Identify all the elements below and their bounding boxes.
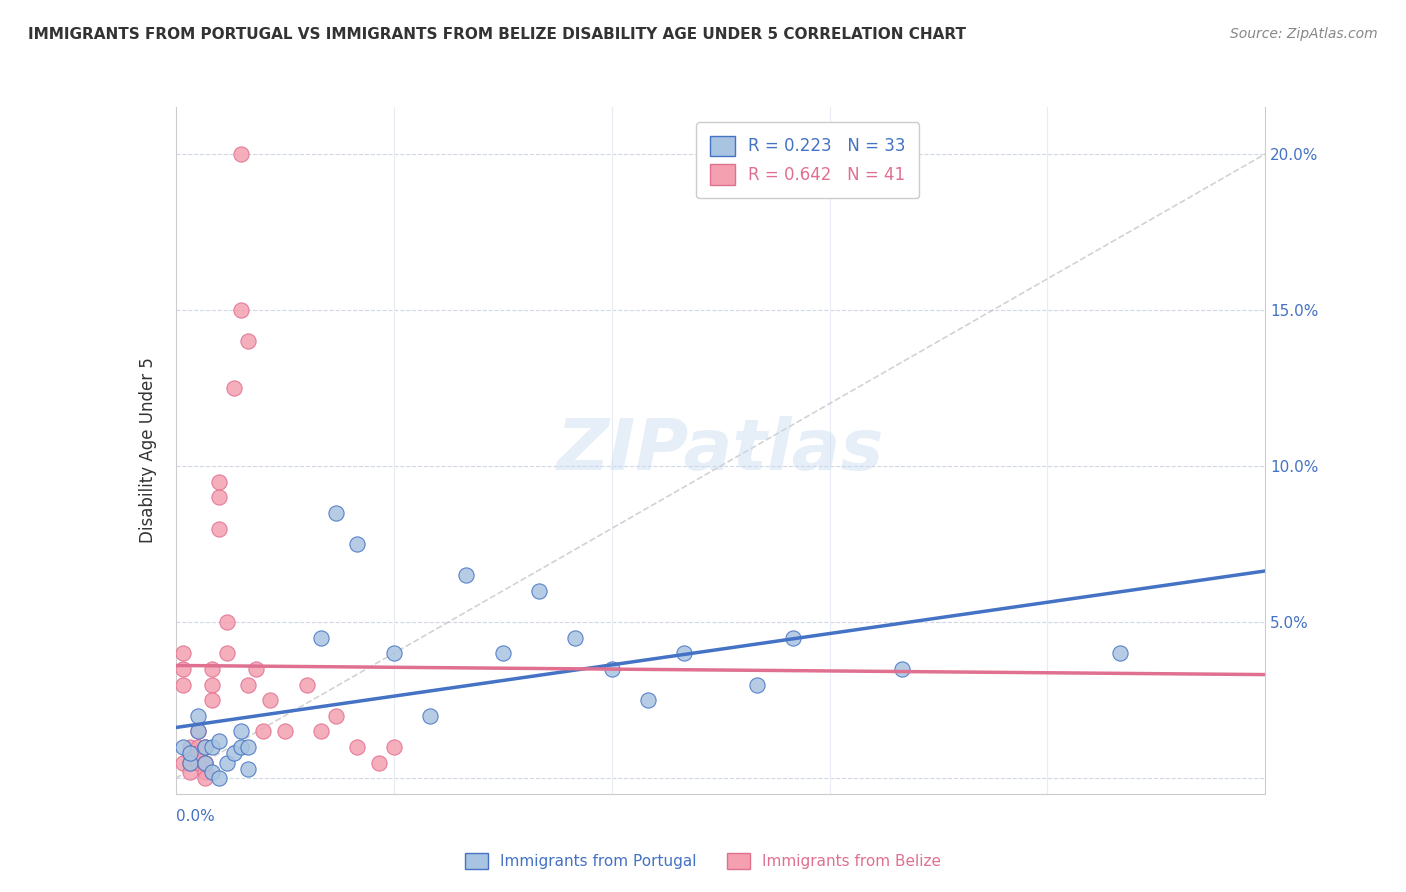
Point [201, 740, 224, 755]
Point [238, 762, 260, 776]
Point [186, 756, 209, 770]
Point [368, 756, 391, 770]
Point [1109, 646, 1132, 660]
Point [745, 678, 768, 692]
Point [194, 756, 217, 770]
Point [201, 693, 224, 707]
Point [259, 693, 281, 707]
Point [891, 662, 914, 676]
Point [222, 746, 245, 760]
Text: ZIPatlas: ZIPatlas [557, 416, 884, 485]
Point [309, 631, 332, 645]
Point [215, 756, 238, 770]
Point [231, 302, 253, 317]
Point [194, 740, 217, 755]
Point [245, 662, 267, 676]
Point [201, 678, 224, 692]
Point [201, 765, 224, 780]
Point [194, 771, 217, 786]
Point [179, 746, 201, 760]
Y-axis label: Disability Age Under 5: Disability Age Under 5 [139, 358, 157, 543]
Point [208, 521, 231, 535]
Point [172, 756, 194, 770]
Point [346, 740, 368, 755]
Point [673, 646, 696, 660]
Point [419, 708, 441, 723]
Point [382, 740, 405, 755]
Point [172, 740, 194, 755]
Point [208, 733, 231, 747]
Text: IMMIGRANTS FROM PORTUGAL VS IMMIGRANTS FROM BELIZE DISABILITY AGE UNDER 5 CORREL: IMMIGRANTS FROM PORTUGAL VS IMMIGRANTS F… [28, 27, 966, 42]
Point [194, 756, 217, 770]
Point [238, 740, 260, 755]
Point [186, 724, 209, 739]
Point [208, 771, 231, 786]
Point [782, 631, 804, 645]
Point [274, 724, 297, 739]
Point [492, 646, 515, 660]
Point [600, 662, 623, 676]
Point [194, 756, 217, 770]
Point [179, 746, 201, 760]
Point [231, 740, 253, 755]
Point [238, 678, 260, 692]
Point [179, 765, 201, 780]
Point [309, 724, 332, 739]
Point [208, 490, 231, 504]
Point [186, 724, 209, 739]
Point [208, 475, 231, 489]
Point [179, 756, 201, 770]
Point [194, 740, 217, 755]
Point [215, 615, 238, 630]
Point [325, 506, 347, 520]
Point [194, 765, 217, 780]
Point [238, 334, 260, 348]
Point [295, 678, 318, 692]
Point [637, 693, 659, 707]
Point [179, 756, 201, 770]
Point [186, 746, 209, 760]
Point [231, 146, 253, 161]
Point [382, 646, 405, 660]
Legend: Immigrants from Portugal, Immigrants from Belize: Immigrants from Portugal, Immigrants fro… [458, 847, 948, 875]
Text: Source: ZipAtlas.com: Source: ZipAtlas.com [1230, 27, 1378, 41]
Point [186, 740, 209, 755]
Point [186, 708, 209, 723]
Point [179, 740, 201, 755]
Text: 0.0%: 0.0% [176, 809, 215, 824]
Legend: R = 0.223   N = 33, R = 0.642   N = 41: R = 0.223 N = 33, R = 0.642 N = 41 [696, 122, 920, 198]
Point [222, 381, 245, 395]
Point [201, 662, 224, 676]
Point [325, 708, 347, 723]
Point [172, 662, 194, 676]
Point [231, 724, 253, 739]
Point [215, 646, 238, 660]
Point [252, 724, 274, 739]
Point [456, 568, 478, 582]
Point [346, 537, 368, 551]
Point [172, 646, 194, 660]
Point [527, 583, 550, 598]
Point [172, 678, 194, 692]
Point [194, 740, 217, 755]
Point [564, 631, 586, 645]
